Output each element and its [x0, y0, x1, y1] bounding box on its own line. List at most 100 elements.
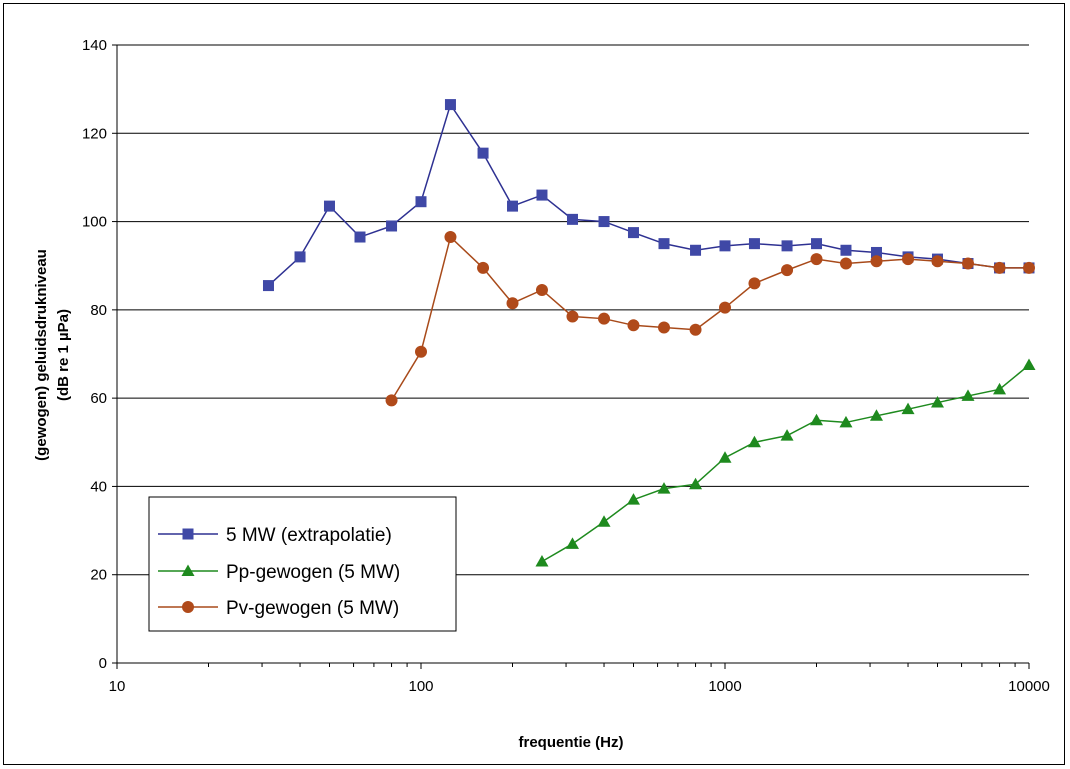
y-axis-title-line2: (dB re 1 µPa) — [55, 309, 72, 401]
data-point — [993, 382, 1007, 395]
data-point — [477, 261, 490, 274]
data-point — [961, 257, 974, 270]
data-point — [415, 196, 427, 208]
legend-label: Pv-gewogen (5 MW) — [226, 598, 399, 619]
data-point — [747, 435, 761, 448]
data-point — [535, 283, 548, 296]
y-tick-label: 20 — [90, 567, 107, 584]
y-axis-title: (gewogen) geluidsdrukniveau (dB re 1 µPa… — [33, 249, 72, 461]
legend-label: Pp-gewogen (5 MW) — [226, 562, 400, 583]
data-point — [870, 246, 882, 258]
x-tick-label: 100 — [408, 678, 433, 695]
data-point — [931, 255, 944, 268]
data-point — [870, 255, 883, 268]
data-point — [748, 238, 760, 250]
data-point — [690, 244, 702, 256]
data-point — [718, 451, 732, 463]
x-tick-label: 10000 — [1008, 678, 1050, 695]
series-group — [262, 99, 1036, 567]
x-axis-title: frequentie (Hz) — [519, 734, 624, 751]
data-point — [566, 213, 578, 225]
data-point — [566, 310, 579, 323]
series-line — [541, 364, 1030, 563]
data-point — [901, 402, 915, 415]
data-point — [839, 257, 852, 270]
data-point — [902, 253, 915, 266]
data-point — [748, 277, 761, 290]
data-point — [1022, 358, 1036, 371]
y-tick-label: 40 — [90, 478, 107, 495]
y-tick-label: 80 — [90, 302, 107, 319]
legend-item: Pp-gewogen (5 MW) — [158, 562, 400, 583]
data-point — [930, 396, 944, 408]
data-point — [627, 319, 640, 332]
data-point — [689, 323, 702, 336]
data-point — [386, 220, 398, 232]
data-point — [323, 200, 335, 212]
data-point — [657, 321, 670, 334]
data-point — [810, 253, 823, 266]
x-tick-label: 10 — [109, 678, 126, 695]
data-point — [598, 216, 610, 228]
data-point — [780, 429, 794, 441]
data-point — [1023, 261, 1035, 274]
data-point — [626, 493, 640, 505]
data-point — [627, 227, 639, 239]
x-tick-label: 1000 — [708, 678, 741, 695]
y-tick-label: 0 — [99, 655, 107, 672]
y-tick-label: 60 — [90, 390, 107, 407]
data-point — [506, 297, 519, 310]
y-axis-title-line1: (gewogen) geluidsdrukniveau — [33, 249, 50, 461]
data-point — [477, 147, 489, 159]
data-point — [839, 415, 853, 428]
data-point — [719, 240, 731, 252]
data-point — [598, 312, 611, 325]
grid-lines — [117, 44, 1029, 576]
legend-label: 5 MW (extrapolatie) — [226, 525, 392, 546]
data-point — [444, 99, 456, 111]
legend: 5 MW (extrapolatie) Pp-gewogen (5 MW) Pv-g… — [148, 496, 457, 632]
data-point — [444, 231, 457, 244]
series-line — [390, 235, 1029, 401]
data-point — [262, 280, 274, 292]
data-point — [840, 244, 852, 256]
y-tick-labels: 0 20 40 60 80 100 120 140 — [82, 37, 107, 672]
data-point — [535, 554, 549, 567]
data-point — [658, 238, 670, 250]
y-tick-label: 140 — [82, 37, 107, 54]
data-point — [811, 238, 823, 250]
data-point — [507, 200, 519, 212]
legend-swatch-marker — [181, 564, 195, 576]
data-point — [993, 261, 1006, 274]
data-point — [781, 240, 793, 252]
data-point — [810, 413, 824, 426]
series-2 — [535, 358, 1036, 567]
legend-swatch-marker — [182, 528, 194, 540]
legend-box — [148, 496, 457, 632]
data-point — [719, 301, 731, 314]
data-point — [536, 189, 548, 201]
x-tick-labels: 10 100 1000 10000 — [109, 678, 1050, 695]
series-line — [267, 102, 1029, 287]
data-point — [415, 345, 427, 358]
data-point — [961, 389, 975, 401]
data-point — [294, 251, 306, 263]
data-point — [385, 394, 398, 407]
chart-frame — [3, 3, 1065, 765]
legend-item: 5 MW (extrapolatie) — [158, 525, 392, 546]
data-point — [354, 231, 366, 243]
data-point — [657, 482, 671, 494]
series-3 — [385, 231, 1035, 407]
data-point — [689, 477, 703, 490]
series-1 — [262, 99, 1035, 292]
y-tick-label: 100 — [82, 214, 107, 231]
legend-swatch-marker — [182, 601, 194, 613]
y-tick-label: 120 — [82, 125, 107, 142]
data-point — [869, 409, 883, 421]
data-point — [565, 537, 579, 549]
data-point — [781, 264, 794, 277]
axes — [112, 44, 1030, 669]
legend-item: Pv-gewogen (5 MW) — [158, 598, 399, 619]
data-point — [597, 515, 611, 527]
